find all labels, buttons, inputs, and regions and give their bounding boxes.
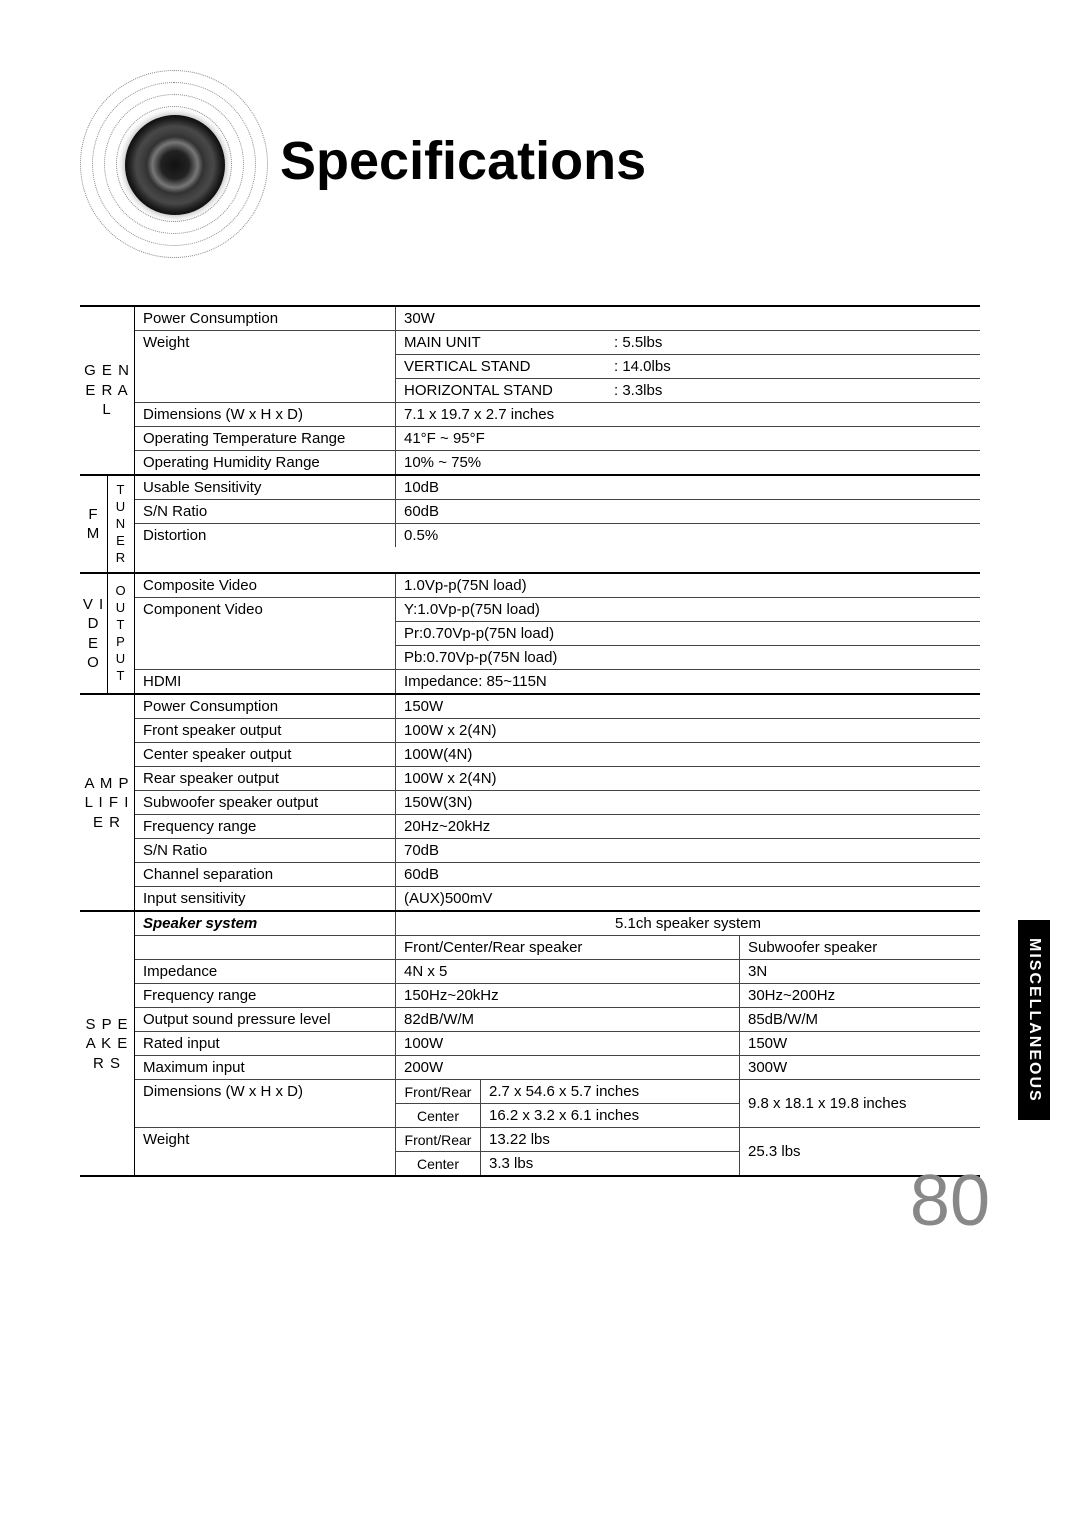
- page-number: 80: [910, 1160, 990, 1242]
- section-video-output: V I D E O O U T P U T Composite Video1.0…: [80, 574, 980, 695]
- side-label-miscellaneous: MISCELLANEOUS: [1018, 920, 1050, 1120]
- section-general: G E N E R A L Power Consumption30WWeight…: [80, 307, 980, 476]
- page-title: Specifications: [280, 130, 646, 192]
- section-amplifier: A M P L I F I E R Power Consumption150WF…: [80, 695, 980, 912]
- specifications-table: G E N E R A L Power Consumption30WWeight…: [80, 305, 980, 1177]
- section-label-general: G E N E R A L: [80, 307, 135, 474]
- section-fm-tuner: F M T U N E R Usable Sensitivity10dBS/N …: [80, 476, 980, 574]
- section-speakers: S P E A K E R S Speaker system5.1ch spea…: [80, 912, 980, 1175]
- speaker-graphic: [80, 70, 270, 260]
